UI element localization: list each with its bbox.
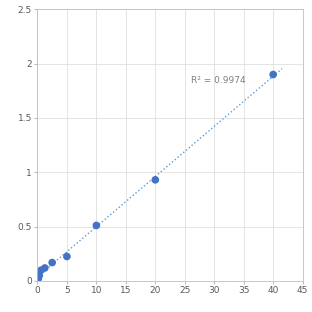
Text: R² = 0.9974: R² = 0.9974 bbox=[191, 76, 245, 85]
Point bbox=[37, 273, 42, 278]
Point bbox=[271, 72, 276, 77]
Point bbox=[153, 177, 158, 182]
Point bbox=[39, 268, 44, 273]
Point bbox=[64, 254, 69, 259]
Point bbox=[50, 260, 55, 265]
Point bbox=[94, 223, 99, 228]
Point bbox=[36, 276, 41, 281]
Point bbox=[42, 266, 47, 271]
